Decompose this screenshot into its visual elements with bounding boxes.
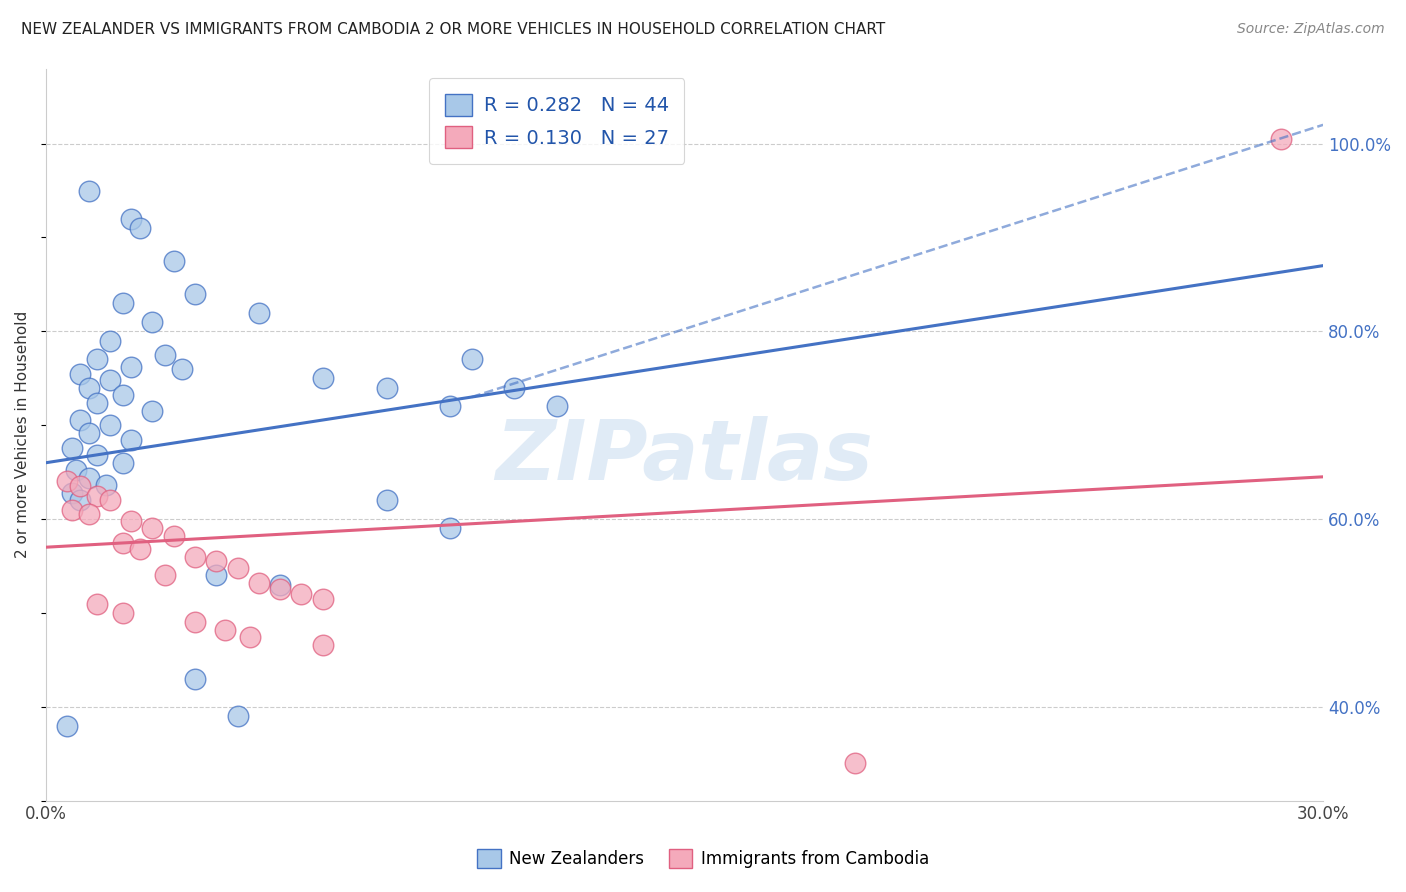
Point xyxy=(247,575,270,590)
Point xyxy=(1270,132,1292,146)
Text: ZIPatlas: ZIPatlas xyxy=(496,416,873,497)
Point xyxy=(163,254,186,268)
Legend: R = 0.282   N = 44, R = 0.130   N = 27: R = 0.282 N = 44, R = 0.130 N = 27 xyxy=(429,78,685,164)
Point xyxy=(844,756,866,770)
Point xyxy=(56,475,79,489)
Point xyxy=(77,184,100,198)
Point xyxy=(503,381,526,395)
Point xyxy=(269,578,291,592)
Point xyxy=(226,561,249,575)
Point xyxy=(69,412,91,426)
Point xyxy=(111,456,134,470)
Point xyxy=(94,478,117,492)
Text: Source: ZipAtlas.com: Source: ZipAtlas.com xyxy=(1237,22,1385,37)
Point xyxy=(111,535,134,549)
Point xyxy=(60,485,83,500)
Point xyxy=(226,709,249,723)
Point xyxy=(128,221,150,235)
Point xyxy=(141,521,163,535)
Point xyxy=(375,381,398,395)
Point xyxy=(290,587,312,601)
Point xyxy=(60,441,83,455)
Point xyxy=(269,582,291,597)
Point xyxy=(60,502,83,516)
Point xyxy=(111,296,134,310)
Point xyxy=(65,463,87,477)
Point xyxy=(77,425,100,440)
Point xyxy=(98,418,121,433)
Point xyxy=(312,371,335,385)
Point xyxy=(77,471,100,485)
Point xyxy=(184,549,207,564)
Point xyxy=(56,718,79,732)
Point xyxy=(69,493,91,508)
Point xyxy=(205,554,228,568)
Point xyxy=(239,630,262,644)
Point xyxy=(86,597,108,611)
Point xyxy=(214,623,236,637)
Point xyxy=(86,395,108,409)
Point xyxy=(69,479,91,493)
Point xyxy=(111,606,134,620)
Point xyxy=(439,521,461,535)
Point xyxy=(128,542,150,557)
Point xyxy=(153,568,176,582)
Point xyxy=(247,305,270,319)
Point xyxy=(163,529,186,543)
Point xyxy=(546,400,568,414)
Point xyxy=(312,638,335,652)
Point xyxy=(120,211,142,226)
Point xyxy=(111,388,134,402)
Point xyxy=(98,334,121,348)
Point xyxy=(86,448,108,462)
Point xyxy=(141,315,163,329)
Point xyxy=(141,404,163,418)
Point xyxy=(184,286,207,301)
Point xyxy=(312,591,335,606)
Point xyxy=(184,615,207,630)
Point xyxy=(77,381,100,395)
Text: NEW ZEALANDER VS IMMIGRANTS FROM CAMBODIA 2 OR MORE VEHICLES IN HOUSEHOLD CORREL: NEW ZEALANDER VS IMMIGRANTS FROM CAMBODI… xyxy=(21,22,886,37)
Point xyxy=(86,489,108,503)
Point xyxy=(184,672,207,686)
Point xyxy=(120,433,142,447)
Y-axis label: 2 or more Vehicles in Household: 2 or more Vehicles in Household xyxy=(15,311,30,558)
Point xyxy=(460,352,482,367)
Point xyxy=(120,359,142,374)
Point xyxy=(98,373,121,387)
Point xyxy=(69,367,91,381)
Point xyxy=(77,508,100,522)
Point xyxy=(153,348,176,362)
Point xyxy=(98,493,121,508)
Point xyxy=(172,362,194,376)
Point xyxy=(205,568,228,582)
Point xyxy=(120,514,142,528)
Point xyxy=(439,400,461,414)
Legend: New Zealanders, Immigrants from Cambodia: New Zealanders, Immigrants from Cambodia xyxy=(471,842,935,875)
Point xyxy=(375,493,398,508)
Point xyxy=(86,352,108,367)
